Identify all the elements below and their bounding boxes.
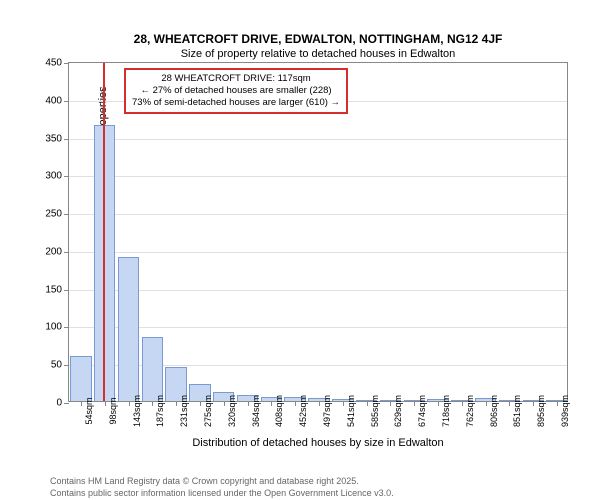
y-gridline <box>69 252 567 253</box>
x-tick <box>533 401 534 406</box>
x-tick-label: 320sqm <box>227 395 237 427</box>
y-gridline <box>69 327 567 328</box>
histogram-bar <box>118 257 139 401</box>
x-tick-label: 541sqm <box>346 395 356 427</box>
x-tick <box>81 401 82 406</box>
x-tick-label: 806sqm <box>489 395 499 427</box>
x-tick-label: 231sqm <box>179 395 189 427</box>
x-tick-label: 187sqm <box>155 395 165 427</box>
x-tick <box>152 401 153 406</box>
y-tick <box>64 176 69 177</box>
y-tick-label: 150 <box>45 284 62 295</box>
y-tick <box>64 290 69 291</box>
y-tick <box>64 139 69 140</box>
x-tick <box>438 401 439 406</box>
y-tick <box>64 327 69 328</box>
y-gridline <box>69 214 567 215</box>
chart-title-line1: 28, WHEATCROFT DRIVE, EDWALTON, NOTTINGH… <box>48 32 588 46</box>
x-tick-label: 98sqm <box>108 397 118 424</box>
x-tick <box>486 401 487 406</box>
y-tick-label: 350 <box>45 133 62 144</box>
x-tick <box>200 401 201 406</box>
x-tick <box>509 401 510 406</box>
x-tick-label: 143sqm <box>132 395 142 427</box>
y-gridline <box>69 176 567 177</box>
property-marker-line <box>103 63 105 401</box>
x-tick-label: 497sqm <box>322 395 332 427</box>
y-tick-label: 100 <box>45 322 62 333</box>
x-tick-label: 939sqm <box>560 395 570 427</box>
x-tick-label: 54sqm <box>84 397 94 424</box>
footer-credit-line2: Contains public sector information licen… <box>50 488 394 498</box>
x-tick <box>343 401 344 406</box>
y-tick <box>64 403 69 404</box>
y-tick <box>64 252 69 253</box>
x-tick-label: 452sqm <box>298 395 308 427</box>
x-tick <box>462 401 463 406</box>
annotation-line3: 73% of semi-detached houses are larger (… <box>132 97 340 109</box>
x-tick <box>557 401 558 406</box>
x-tick-label: 718sqm <box>441 395 451 427</box>
y-tick <box>64 365 69 366</box>
y-tick-label: 300 <box>45 171 62 182</box>
x-axis-label: Distribution of detached houses by size … <box>192 437 443 449</box>
annotation-line1: 28 WHEATCROFT DRIVE: 117sqm <box>132 73 340 85</box>
x-tick <box>105 401 106 406</box>
histogram-bar <box>70 356 91 401</box>
y-tick-label: 250 <box>45 209 62 220</box>
annotation-box: 28 WHEATCROFT DRIVE: 117sqm← 27% of deta… <box>124 68 348 114</box>
x-tick-label: 275sqm <box>203 395 213 427</box>
x-tick-label: 364sqm <box>251 395 261 427</box>
x-tick-label: 408sqm <box>274 395 284 427</box>
x-tick <box>248 401 249 406</box>
y-tick-label: 0 <box>56 398 62 409</box>
x-tick <box>367 401 368 406</box>
footer-credit-line1: Contains HM Land Registry data © Crown c… <box>50 476 359 486</box>
plot-area: Number of detached properties Distributi… <box>68 62 568 402</box>
histogram-bar <box>142 337 163 401</box>
y-tick <box>64 214 69 215</box>
y-tick-label: 200 <box>45 246 62 257</box>
x-tick <box>319 401 320 406</box>
chart-container: 28, WHEATCROFT DRIVE, EDWALTON, NOTTINGH… <box>48 32 588 432</box>
y-tick-label: 400 <box>45 95 62 106</box>
x-tick <box>295 401 296 406</box>
x-tick-label: 674sqm <box>417 395 427 427</box>
y-gridline <box>69 139 567 140</box>
histogram-bar <box>94 125 115 401</box>
x-tick-label: 629sqm <box>393 395 403 427</box>
x-tick <box>390 401 391 406</box>
x-tick <box>414 401 415 406</box>
x-tick <box>176 401 177 406</box>
y-tick-label: 450 <box>45 58 62 69</box>
x-tick-label: 585sqm <box>370 395 380 427</box>
y-gridline <box>69 290 567 291</box>
y-tick <box>64 63 69 64</box>
x-tick <box>224 401 225 406</box>
annotation-line2: ← 27% of detached houses are smaller (22… <box>132 85 340 97</box>
y-tick <box>64 101 69 102</box>
x-tick-label: 851sqm <box>512 395 522 427</box>
x-tick-label: 895sqm <box>536 395 546 427</box>
x-tick <box>129 401 130 406</box>
x-tick-label: 762sqm <box>465 395 475 427</box>
y-tick-label: 50 <box>51 360 62 371</box>
x-tick <box>271 401 272 406</box>
chart-title-line2: Size of property relative to detached ho… <box>48 48 588 60</box>
